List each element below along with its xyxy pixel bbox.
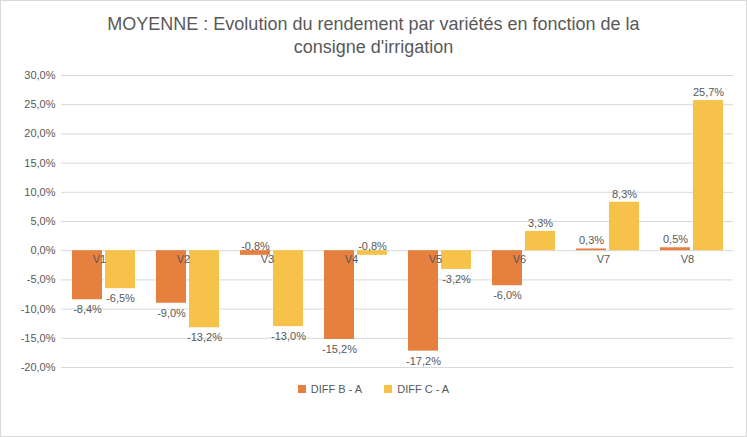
svg-text:-0,8%: -0,8% — [358, 240, 387, 252]
svg-text:-6,5%: -6,5% — [106, 292, 135, 304]
svg-text:-6,0%: -6,0% — [493, 289, 522, 301]
html-text:DIFF C - A: DIFF C - A — [397, 383, 450, 395]
svg-text:-0,8%: -0,8% — [241, 240, 270, 252]
svg-text:-15,2%: -15,2% — [322, 343, 357, 355]
svg-text:V8: V8 — [681, 253, 694, 265]
svg-text:V1: V1 — [93, 253, 106, 265]
svg-text:10,0%: 10,0% — [24, 186, 55, 198]
svg-text:5,0%: 5,0% — [30, 215, 55, 227]
svg-text:V4: V4 — [345, 253, 358, 265]
svg-text:25,7%: 25,7% — [693, 86, 724, 98]
svg-text:0,0%: 0,0% — [30, 244, 55, 256]
svg-text:V3: V3 — [261, 253, 274, 265]
svg-text:15,0%: 15,0% — [24, 157, 55, 169]
svg-text:-3,2%: -3,2% — [442, 273, 471, 285]
svg-text:V6: V6 — [513, 253, 526, 265]
svg-text:30,0%: 30,0% — [24, 69, 55, 81]
svg-text:-9,0%: -9,0% — [157, 307, 186, 319]
svg-text:-17,2%: -17,2% — [406, 355, 441, 367]
svg-text:V7: V7 — [597, 253, 610, 265]
svg-text:0,3%: 0,3% — [579, 234, 604, 246]
svg-text:8,3%: 8,3% — [612, 188, 637, 200]
svg-text:25,0%: 25,0% — [24, 98, 55, 110]
svg-text:-13,0%: -13,0% — [271, 330, 306, 342]
svg-text:-13,2%: -13,2% — [187, 331, 222, 343]
svg-text:V2: V2 — [177, 253, 190, 265]
html-text:MOYENNE : Evolution du rendeme: MOYENNE : Evolution du rendement par var… — [107, 14, 640, 57]
svg-text:-20,0%: -20,0% — [21, 361, 56, 373]
svg-text:0,5%: 0,5% — [663, 233, 688, 245]
svg-text:-10,0%: -10,0% — [21, 303, 56, 315]
svg-text:-5,0%: -5,0% — [27, 273, 56, 285]
svg-text:-15,0%: -15,0% — [21, 332, 56, 344]
svg-text:20,0%: 20,0% — [24, 127, 55, 139]
svg-text:3,3%: 3,3% — [528, 217, 553, 229]
html-text:DIFF B - A: DIFF B - A — [310, 383, 363, 395]
svg-text:V5: V5 — [429, 253, 442, 265]
svg-text:-8,4%: -8,4% — [73, 303, 102, 315]
